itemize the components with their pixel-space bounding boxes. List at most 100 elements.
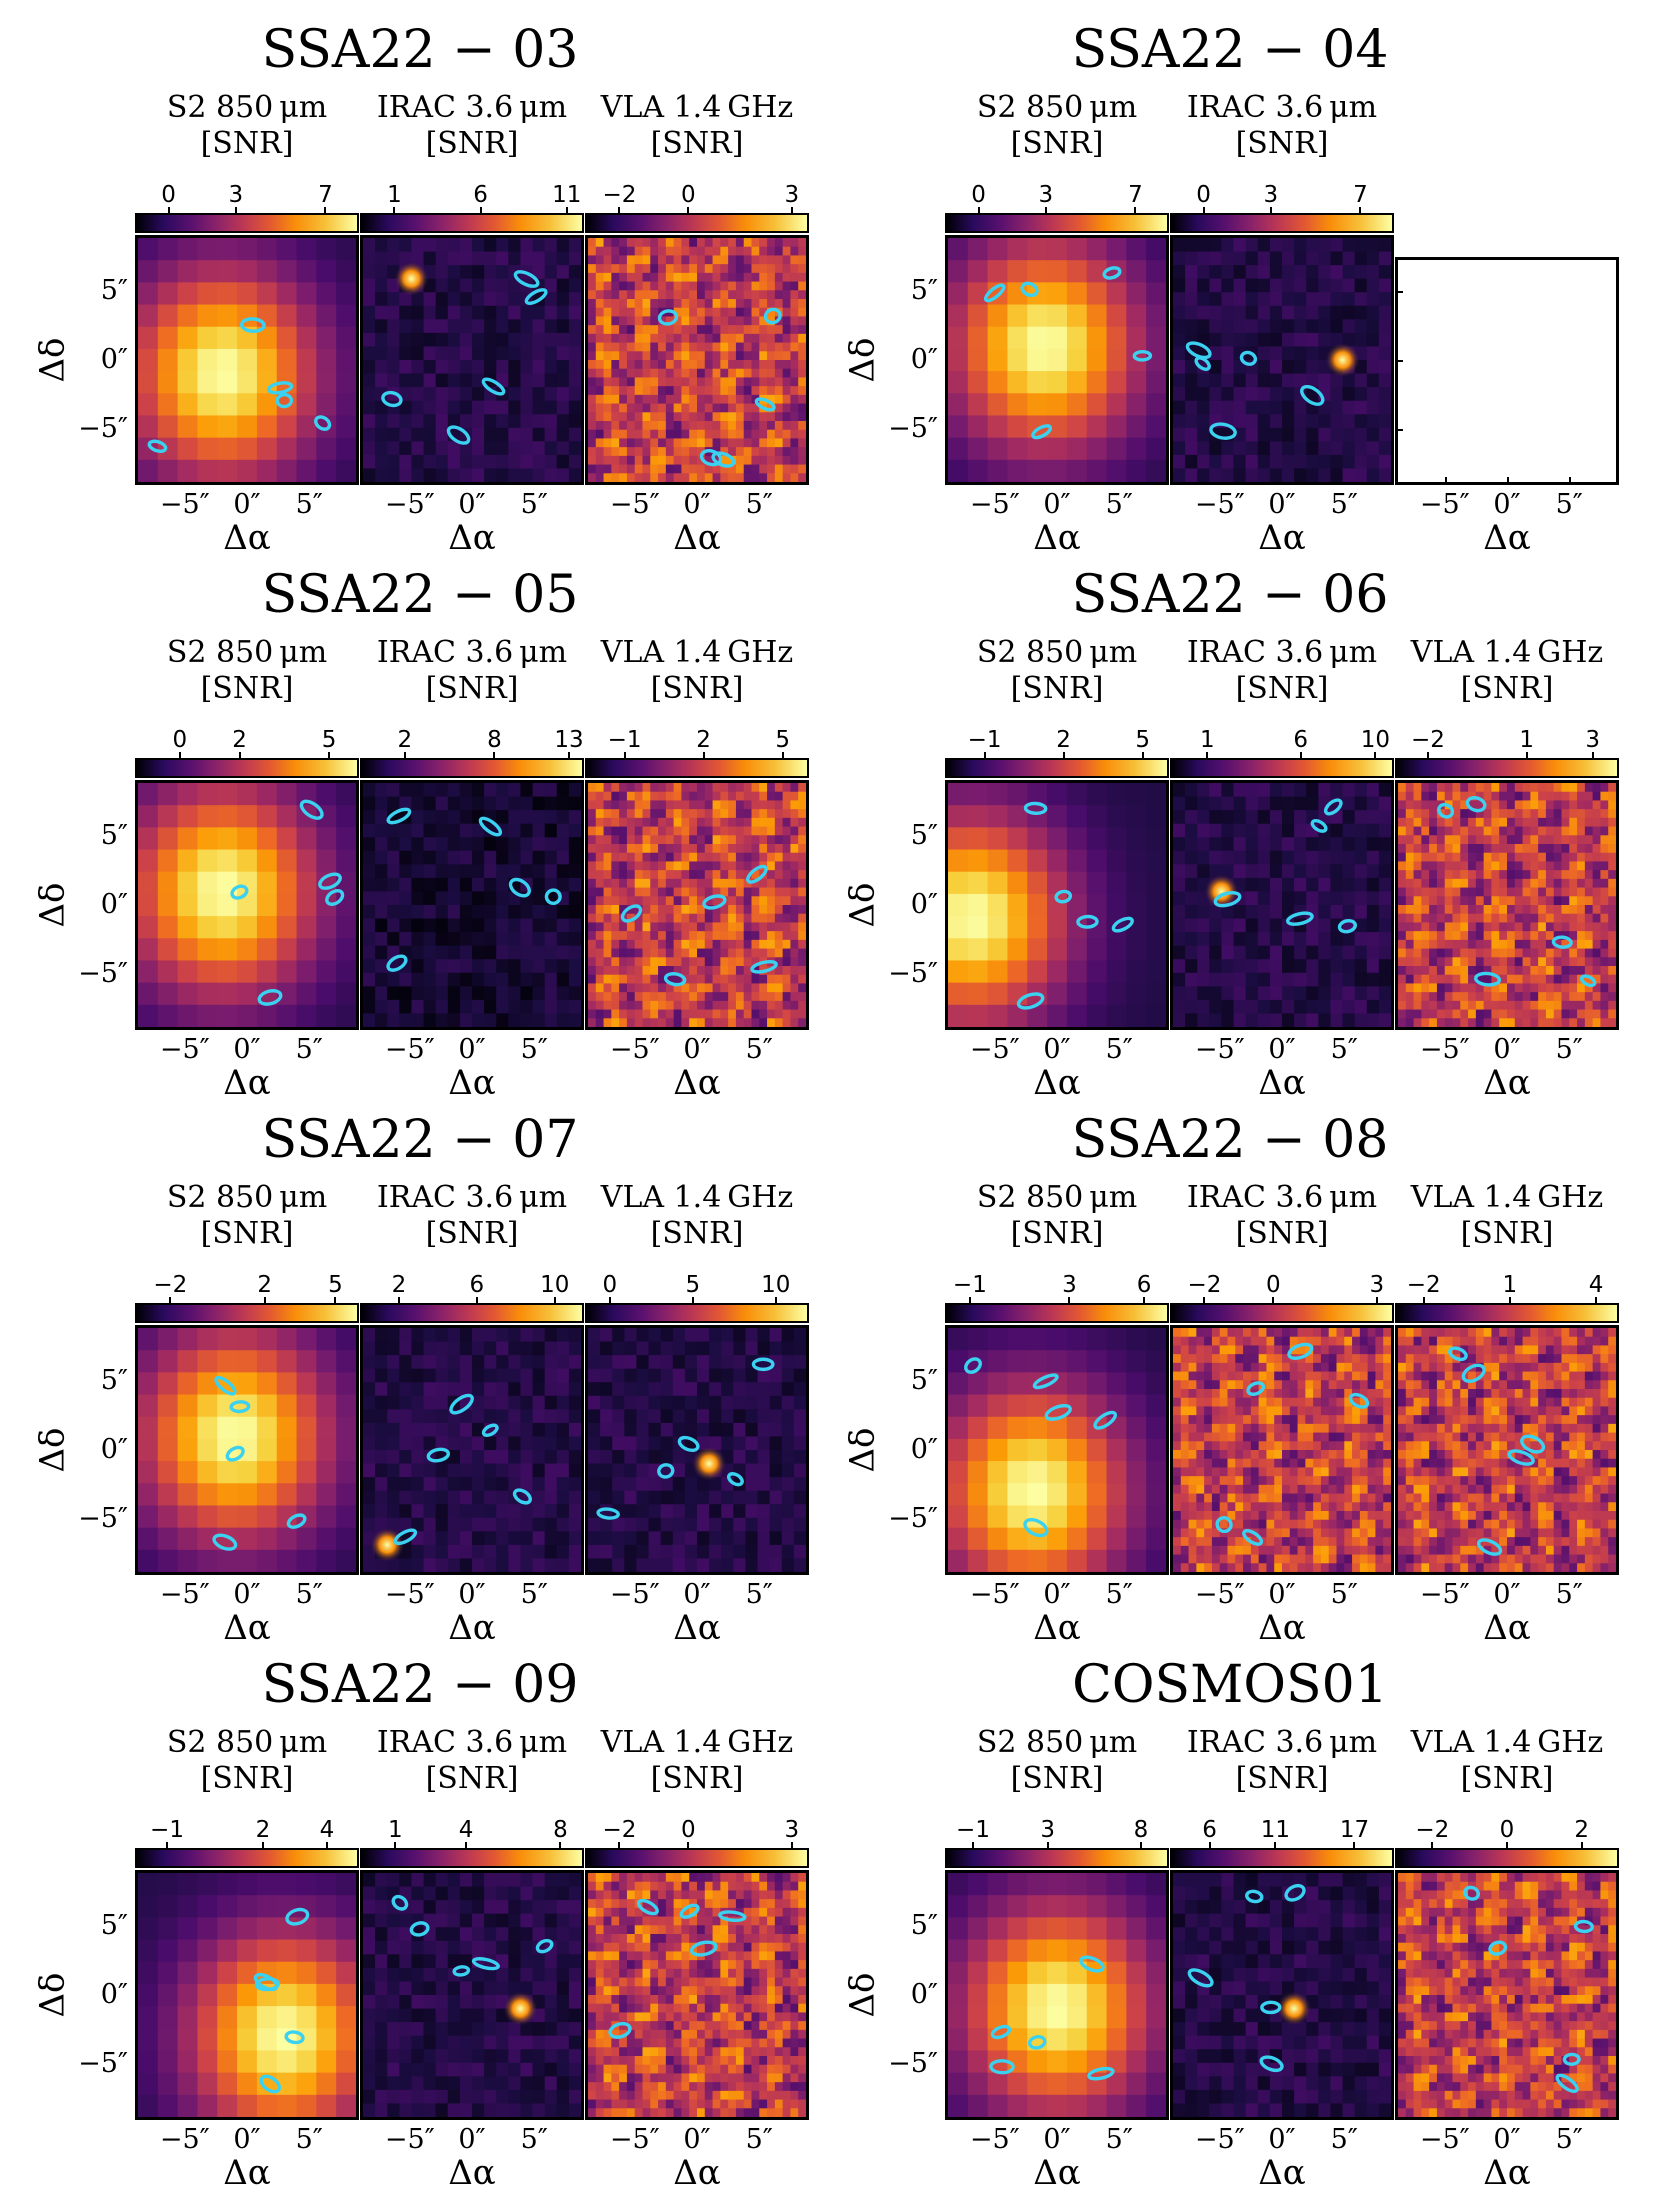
image-pixel [720,913,729,924]
image-pixel [751,255,760,265]
image-pixel [650,325,659,335]
image-pixel [767,783,776,793]
image-pixel [1491,878,1500,889]
image-pixel [1569,870,1578,880]
image-pixel [704,974,714,985]
image-pixel [1330,427,1344,442]
image-pixel [472,1368,485,1383]
image-pixel [790,272,799,283]
image-pixel [532,1436,546,1451]
image-pixel [689,455,698,466]
image-pixel [759,948,768,958]
image-pixel [673,852,683,863]
image-pixel [484,1490,497,1505]
image-pixel [496,905,509,920]
image-pixel [447,1355,461,1370]
image-pixel [735,966,745,976]
colorbar-tick-mark [781,752,784,758]
image-pixel [1499,878,1508,889]
image-pixel [611,403,620,413]
image-pixel [435,454,449,470]
image-pixel [1522,835,1531,845]
image-pixel [650,333,659,344]
image-pixel [1245,905,1259,920]
image-pixel [611,922,620,932]
image-pixel [1354,796,1368,811]
image-pixel [1245,823,1259,838]
image-pixel [375,238,388,253]
image-pixel [611,931,620,941]
image-pixel [1592,835,1602,845]
image-pixel [1592,1009,1602,1019]
image-pixel [1507,905,1516,915]
image-pixel [1197,905,1210,920]
image-pixel [595,861,605,871]
image-canvas [948,783,1166,1027]
image-pixel [1233,945,1247,960]
x-tick-label: 5″ [1330,489,1358,520]
image-pixel [697,455,706,466]
image-pixel [1530,922,1539,932]
image-pixel [411,1368,425,1383]
image-pixel [532,1531,546,1546]
image-pixel [316,1438,337,1462]
image-pixel [626,360,636,370]
panel-title: IRAC 3.6 μm [SNR] [360,635,584,707]
image-pixel [532,251,546,266]
image-pixel [177,1483,199,1507]
image-pixel [1584,817,1594,828]
image-pixel [1366,986,1380,1001]
colorbar-tick-mark [334,1297,337,1303]
image-pixel [435,891,449,906]
image-pixel [751,342,760,352]
image-pixel [336,348,356,372]
image-pixel [1538,852,1547,863]
image-canvas [363,783,581,1027]
image-pixel [1507,1009,1516,1019]
image-pixel [681,255,690,265]
image-pixel [712,878,721,889]
image-pixel [375,427,388,442]
image-pixel [1429,974,1438,985]
image-pixel [1522,861,1531,871]
image-pixel [712,333,721,344]
image-pixel [1499,948,1508,958]
x-tick-label: 5″ [295,489,323,520]
image-pixel [1209,850,1223,865]
image-pixel [1608,783,1616,793]
image-pixel [1366,972,1380,987]
image-pixel [658,957,667,967]
image-pixel [712,1000,721,1011]
image-pixel [735,983,745,993]
image-pixel [508,346,522,361]
image-pixel [1173,796,1186,811]
image-pixel [399,346,413,361]
image-pixel [1146,805,1166,828]
image-pixel [1429,1009,1438,1019]
image-pixel [634,386,644,396]
image-pixel [626,264,636,274]
image-pixel [798,905,806,915]
panel-title-text: VLA 1.4 GHz [600,90,794,125]
image-pixel [720,939,729,950]
image-pixel [1608,791,1616,802]
image-pixel [681,412,690,422]
image-pixel [1413,791,1422,802]
image-pixel [237,982,258,1006]
image-pixel [720,983,729,993]
image-pixel [197,1505,218,1529]
image-pixel [544,1395,558,1410]
snr-label: [SNR] [200,1216,294,1251]
image-pixel [1126,415,1147,439]
image-pixel [296,282,317,306]
image-pixel [735,931,745,941]
image-pixel [1475,852,1485,863]
image-pixel [1507,913,1516,924]
image-pixel [1460,870,1469,880]
image-pixel [197,326,218,350]
image-pixel [588,1341,601,1356]
image-pixel [759,290,768,300]
image-pixel [588,1490,601,1505]
image-pixel [1146,260,1166,283]
image-pixel [642,360,651,370]
